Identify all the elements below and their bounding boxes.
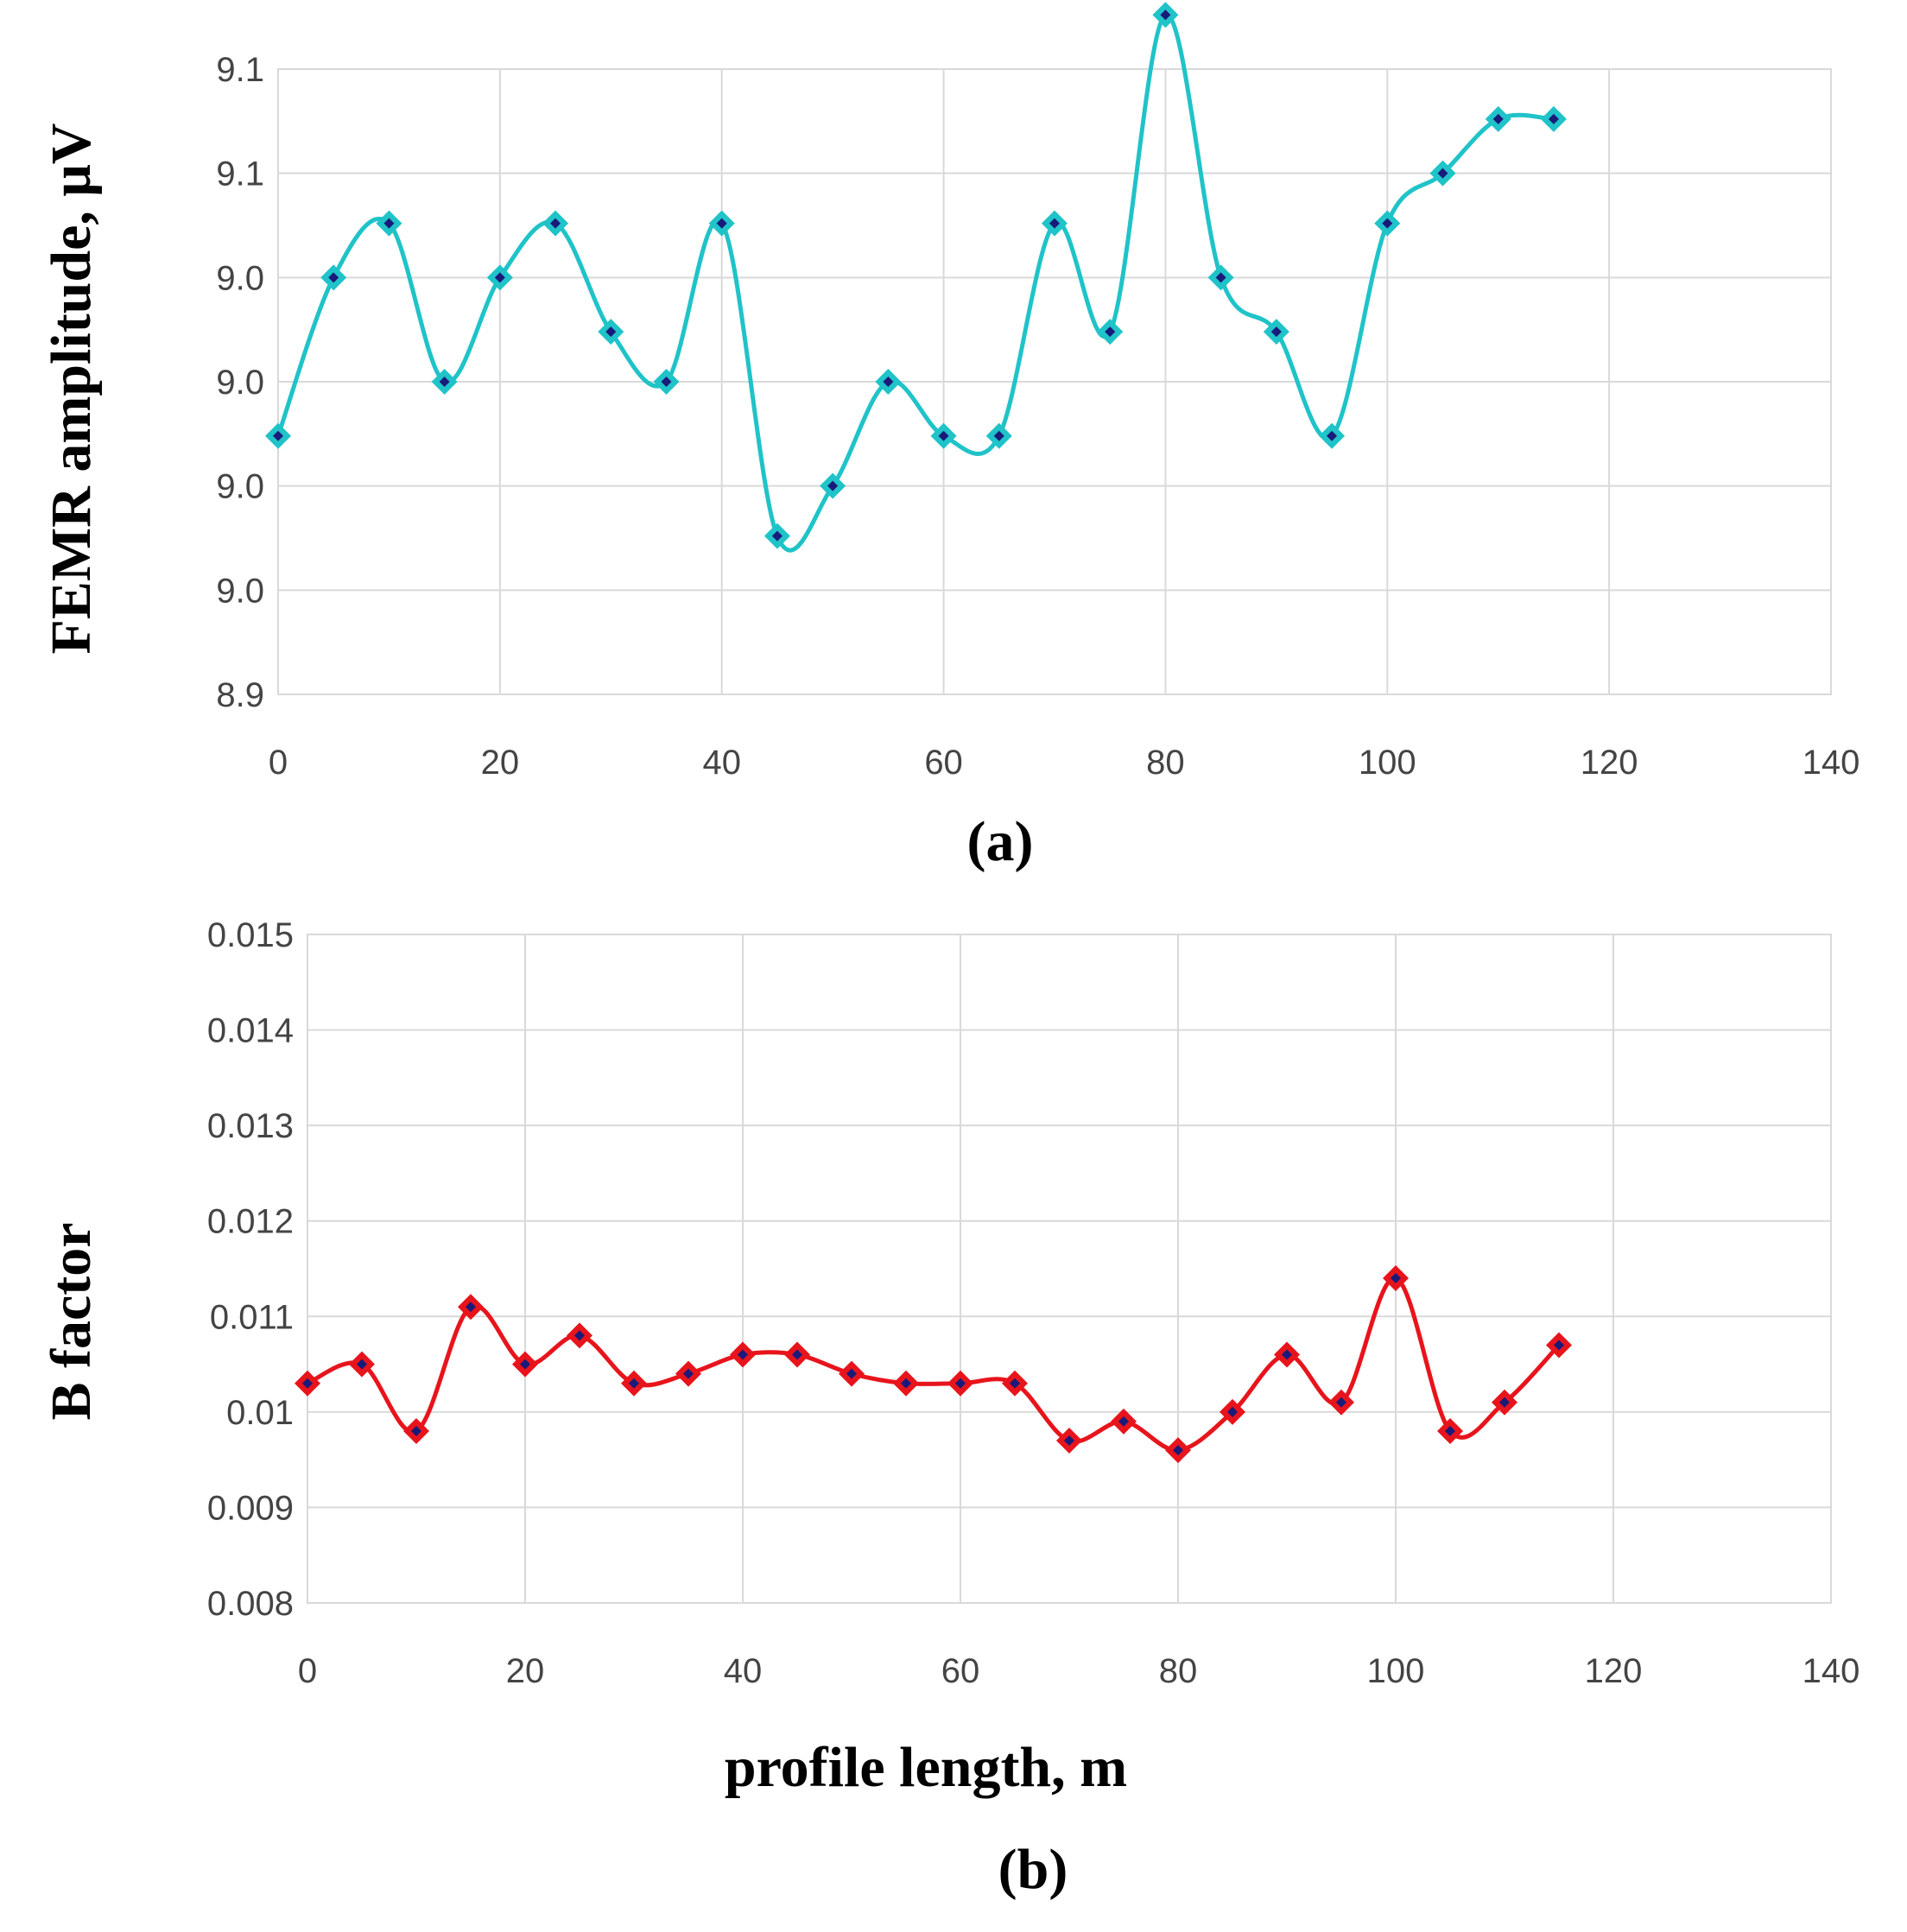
chart-b-x-tick-label: 120 xyxy=(1585,1652,1643,1690)
chart-b-data-points xyxy=(295,1265,1572,1464)
chart-b-data-point xyxy=(1274,1341,1300,1368)
chart-b-x-tick-label: 60 xyxy=(941,1652,980,1690)
chart-b-grid xyxy=(307,934,1832,1604)
chart-b-x-tick-label: 0 xyxy=(298,1652,317,1690)
chart-a-data-point xyxy=(1207,264,1234,291)
chart-a-data-point xyxy=(708,210,735,237)
chart-a-data-point xyxy=(1152,2,1179,29)
chart-b-data-point xyxy=(947,1370,973,1397)
chart-a-data-point xyxy=(1485,105,1511,132)
chart-b-data-point xyxy=(1002,1370,1028,1397)
chart-b-y-tick-label: 0.015 xyxy=(207,916,294,954)
chart-b-y-axis-title: B factor xyxy=(40,1222,103,1420)
chart-a-data-point xyxy=(542,210,569,237)
chart-a-data-point xyxy=(320,264,347,291)
chart-b-data-point xyxy=(349,1351,375,1378)
chart-a-data-point xyxy=(930,422,957,449)
chart-a-y-tick-label: 9.0 xyxy=(216,364,264,402)
chart-b-y-tick-label: 0.009 xyxy=(207,1489,294,1527)
chart-a-x-tick-label: 100 xyxy=(1359,744,1416,782)
chart-b-y-tick-label: 0.012 xyxy=(207,1203,294,1241)
chart-b-y-tick-label: 0.01 xyxy=(226,1394,294,1432)
chart-b-data-point xyxy=(1383,1265,1409,1292)
chart-b-y-tick-label: 0.011 xyxy=(210,1298,294,1336)
chart-a-data-point xyxy=(1263,319,1289,345)
chart-a-y-tick-label: 9.0 xyxy=(216,259,264,297)
chart-a-grid xyxy=(277,68,1832,695)
chart-b-x-tick-label: 100 xyxy=(1367,1652,1425,1690)
chart-b-data-point xyxy=(675,1360,701,1387)
chart-b-data-point xyxy=(458,1294,484,1321)
chart-b-x-tick-label: 20 xyxy=(506,1652,545,1690)
chart-a-data-point xyxy=(985,422,1012,449)
chart-b: 0.0080.0090.010.0110.0120.0130.0140.015 … xyxy=(40,916,1859,1901)
chart-a-data-point xyxy=(763,523,790,549)
chart-a-x-tick-label: 120 xyxy=(1581,744,1638,782)
chart-b-data-point xyxy=(893,1370,919,1397)
chart-a-data-point xyxy=(1042,210,1068,237)
chart-b-data-point xyxy=(1056,1428,1082,1454)
chart-b-data-point xyxy=(567,1322,592,1349)
chart-a-data-point xyxy=(875,369,902,395)
chart-a: 8.9 9.0 9.0 9.0 9.0 9.1 9.1 0 20 40 60 80 100 120 140… xyxy=(40,2,1859,873)
chart-b-data-point xyxy=(839,1360,865,1387)
chart-a-panel-label: (a) xyxy=(967,810,1034,873)
chart-a-y-tick-label: 9.0 xyxy=(216,572,264,610)
chart-a-data-point xyxy=(653,369,680,395)
chart-a-data-point xyxy=(265,422,291,449)
chart-a-data-point xyxy=(1429,160,1456,187)
chart-b-data-point xyxy=(512,1351,538,1378)
chart-a-x-tick-label: 20 xyxy=(481,744,520,782)
chart-b-x-tick-label: 40 xyxy=(724,1652,763,1690)
chart-b-data-point xyxy=(1546,1332,1572,1359)
chart-a-y-tick-label: 8.9 xyxy=(216,676,264,714)
chart-a-x-tick-label: 140 xyxy=(1802,744,1860,782)
chart-b-data-point xyxy=(403,1417,429,1444)
chart-b-x-tick-label: 80 xyxy=(1159,1652,1198,1690)
chart-b-data-point xyxy=(784,1341,810,1368)
chart-a-y-tick-label: 9.1 xyxy=(216,51,264,89)
chart-b-y-tick-label: 0.008 xyxy=(207,1585,294,1623)
chart-b-x-tick-labels: 0 20 40 60 80 100 120 140 xyxy=(298,1652,1860,1690)
chart-a-x-tick-labels: 0 20 40 60 80 100 120 140 xyxy=(269,744,1860,782)
chart-a-data-point xyxy=(598,319,624,345)
chart-a-x-tick-label: 0 xyxy=(269,744,288,782)
chart-b-x-tick-label: 140 xyxy=(1802,1652,1860,1690)
chart-a-data-point xyxy=(1097,319,1124,345)
chart-a-y-axis-title: FEMR amplitude, μV xyxy=(40,124,103,655)
chart-a-data-point xyxy=(1374,210,1401,237)
chart-a-x-tick-label: 80 xyxy=(1146,744,1185,782)
chart-b-data-point xyxy=(1220,1398,1245,1425)
chart-b-x-axis-title: profile length, m xyxy=(725,1736,1127,1799)
chart-a-data-point xyxy=(1540,105,1567,132)
chart-b-y-tick-labels: 0.008 0.009 0.01 0.011 0.012 0.013 0.014 0.015 xyxy=(207,916,294,1623)
chart-a-y-tick-label: 9.1 xyxy=(216,155,264,193)
chart-b-data-point xyxy=(621,1370,647,1397)
chart-b-data-point xyxy=(1165,1437,1191,1464)
chart-a-data-point xyxy=(820,472,846,499)
chart-b-panel-label: (b) xyxy=(998,1838,1068,1901)
chart-a-data-points xyxy=(265,2,1567,549)
chart-a-data-point xyxy=(1319,422,1346,449)
chart-a-data-point xyxy=(376,210,402,237)
chart-a-x-tick-label: 60 xyxy=(924,744,963,782)
chart-b-data-point xyxy=(295,1370,320,1397)
chart-a-y-tick-labels: 8.9 9.0 9.0 9.0 9.0 9.1 9.1 xyxy=(216,51,264,714)
chart-a-y-tick-label: 9.0 xyxy=(216,468,264,506)
chart-b-data-point xyxy=(730,1341,756,1368)
chart-a-data-point xyxy=(431,369,458,395)
chart-b-y-tick-label: 0.013 xyxy=(207,1107,294,1145)
chart-a-data-point xyxy=(486,264,513,291)
chart-a-x-tick-label: 40 xyxy=(702,744,741,782)
chart-b-data-point xyxy=(1328,1389,1354,1416)
chart-b-data-point xyxy=(1492,1389,1517,1416)
chart-b-data-point xyxy=(1111,1408,1137,1435)
chart-b-data-point xyxy=(1437,1417,1463,1444)
chart-b-y-tick-label: 0.014 xyxy=(207,1012,294,1050)
